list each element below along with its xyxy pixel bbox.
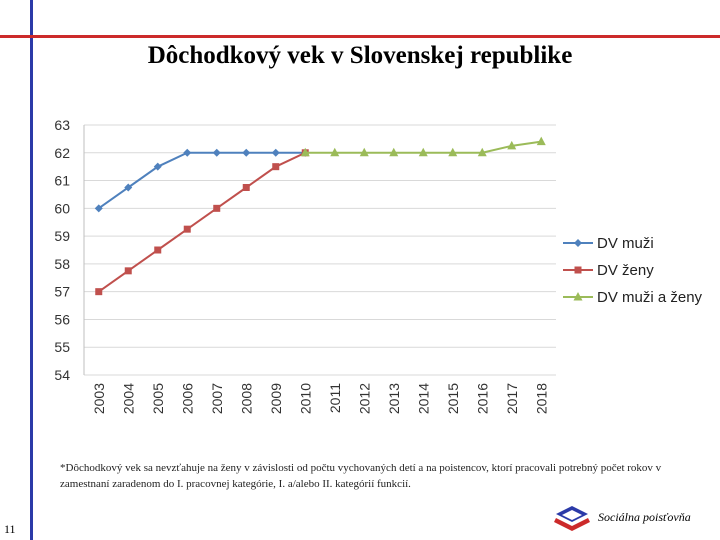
- y-tick-label: 60: [54, 200, 70, 216]
- slide-title: Dôchodkový vek v Slovenskej republike: [147, 42, 573, 69]
- series-point-diamond: [242, 148, 251, 157]
- series-point-triangle: [448, 147, 458, 157]
- footnote: *Dôchodkový vek sa nevzťahuje na ženy v …: [60, 462, 662, 490]
- series-line: [98, 151, 306, 210]
- series-2: [300, 136, 546, 157]
- x-tick-label: 2008: [238, 383, 254, 414]
- series-point-square: [154, 246, 162, 254]
- series-point-diamond: [183, 148, 192, 157]
- page-number: 11: [4, 522, 16, 536]
- x-tick-label: 2006: [179, 383, 195, 414]
- series-point-square: [242, 184, 250, 191]
- x-tick-label: 2009: [268, 383, 284, 414]
- series-point-diamond: [271, 148, 280, 157]
- sp-logo-icon: [554, 506, 590, 531]
- series-point-triangle: [507, 140, 517, 150]
- series-layer: [94, 136, 546, 296]
- frame-horizontal-bar: [0, 35, 720, 38]
- y-tick-label: 62: [54, 145, 70, 161]
- axes: 63 62 61 60 59 58 57 56 55 54 2003 2004 2005 2006 2007…: [54, 117, 549, 414]
- x-tick-label: 2005: [150, 383, 166, 414]
- series-point-square: [95, 288, 103, 296]
- legend-entry: DV ženy: [563, 262, 654, 279]
- legend-entry: DV muži: [563, 235, 654, 252]
- y-tick-label: 56: [54, 311, 70, 327]
- series-point-triangle: [330, 147, 340, 157]
- y-tick-label: 61: [54, 173, 70, 189]
- legend-label: DV ženy: [597, 262, 654, 279]
- series-point-square: [574, 266, 582, 274]
- frame-vertical-bar: [30, 0, 33, 540]
- x-tick-label: 2016: [474, 383, 490, 414]
- x-tick-label: 2018: [533, 383, 549, 414]
- series-point-triangle: [389, 147, 399, 157]
- y-tick-label: 55: [54, 339, 70, 355]
- x-tick-label: 2011: [327, 383, 343, 413]
- series-point-diamond: [94, 204, 103, 213]
- series-point-square: [124, 267, 132, 275]
- series-point-triangle: [300, 147, 310, 157]
- x-tick-label: 2003: [91, 383, 107, 414]
- series-point-triangle: [573, 292, 583, 301]
- y-tick-label: 57: [54, 284, 70, 300]
- series-point-triangle: [359, 147, 369, 157]
- y-tick-label: 58: [54, 256, 70, 272]
- x-tick-label: 2004: [120, 383, 136, 414]
- series-point-diamond: [574, 239, 582, 247]
- series-point-diamond: [153, 162, 162, 171]
- y-tick-label: 63: [54, 117, 70, 133]
- series-point-triangle: [536, 136, 546, 146]
- y-tick-label: 59: [54, 228, 70, 244]
- x-tick-label: 2017: [504, 383, 520, 414]
- x-tick-label: 2010: [297, 383, 313, 414]
- y-tick-label: 54: [54, 367, 70, 383]
- x-tick-label: 2007: [209, 383, 225, 414]
- series-1: [95, 149, 309, 296]
- x-tick-label: 2012: [356, 383, 372, 414]
- legend-entry: DV muži a ženy: [563, 289, 703, 306]
- legend-label: DV muži a ženy: [597, 289, 703, 306]
- x-tick-label: 2015: [445, 383, 461, 414]
- x-tick-label: 2013: [386, 383, 402, 414]
- series-point-triangle: [418, 147, 428, 157]
- series-point-diamond: [124, 183, 133, 192]
- series-point-triangle: [477, 147, 487, 157]
- series-point-square: [213, 204, 221, 212]
- series-point-square: [183, 225, 191, 233]
- series-line: [98, 151, 306, 293]
- legend-label: DV muži: [597, 235, 654, 252]
- series-point-square: [272, 163, 280, 171]
- legend: DV muži DV ženy DV muži a ženy: [563, 235, 703, 306]
- series-point-diamond: [212, 148, 221, 157]
- brand-name: Sociálna poisťovňa: [598, 510, 691, 524]
- x-tick-label: 2014: [415, 383, 431, 414]
